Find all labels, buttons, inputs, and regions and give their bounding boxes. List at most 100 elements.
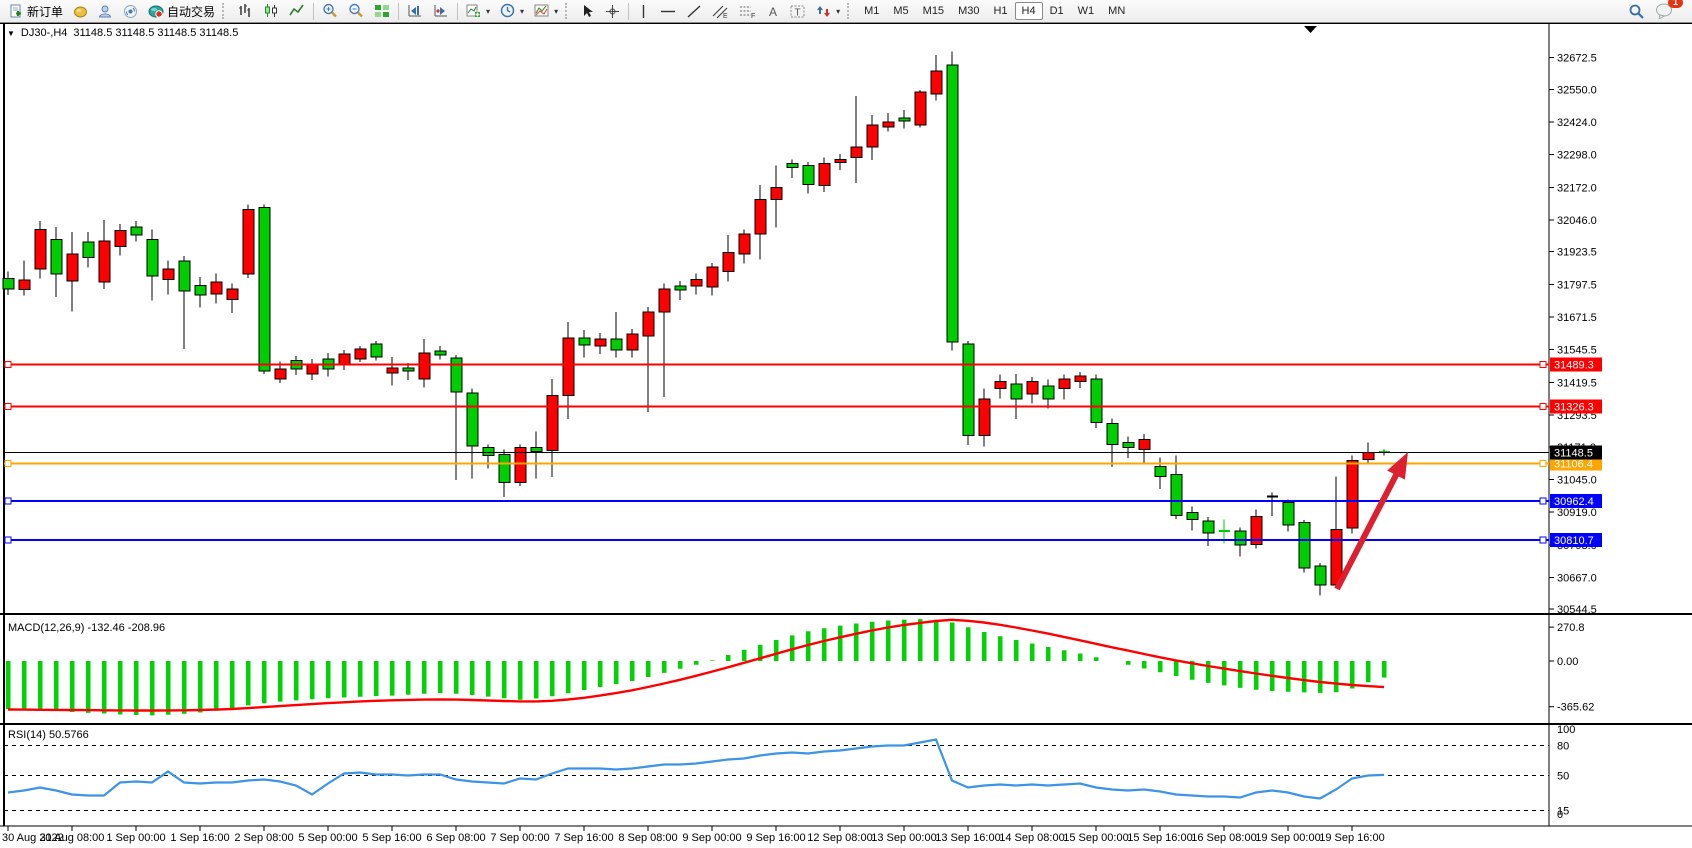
chart-menu-icon[interactable]: ▼ [7,28,15,38]
signals-button[interactable] [118,0,143,22]
cursor-button[interactable] [575,0,600,22]
svg-text:7 Sep 00:00: 7 Sep 00:00 [490,832,549,844]
svg-text:2 Sep 08:00: 2 Sep 08:00 [234,832,293,844]
hlines-layer: 31489.3 31326.3 31106.4 30962.4 30810.7 [4,357,1602,548]
svg-text:32298.0: 32298.0 [1557,150,1597,162]
svg-text:31419.5: 31419.5 [1557,377,1597,389]
rsi-axis: 100 80 50 150 [4,724,1575,821]
svg-text:31148.5: 31148.5 [1554,448,1593,460]
tab-h1[interactable]: H1 [993,5,1008,17]
svg-text:5 Sep 16:00: 5 Sep 16:00 [362,832,421,844]
svg-text:15 Sep 00:00: 15 Sep 00:00 [1063,832,1128,844]
profile-button[interactable] [93,0,118,22]
fibonacci-button[interactable]: F [734,0,761,22]
crosshair-button[interactable] [600,0,625,22]
autotrading-label: 自动交易 [167,4,216,19]
tab-m1[interactable]: M1 [864,5,880,17]
svg-text:30810.7: 30810.7 [1554,535,1594,547]
equidistant-channel-button[interactable]: E [707,0,734,22]
text-button[interactable]: A [761,0,785,22]
zoom-in-button[interactable] [317,0,343,22]
svg-text:50: 50 [1557,771,1569,783]
toolbar-separator [628,2,630,20]
svg-text:31545.5: 31545.5 [1557,345,1597,357]
metaquotes-icon [74,6,88,17]
dropdown-caret: ▾ [836,6,841,16]
line-chart-icon [289,4,304,16]
tab-w1[interactable]: W1 [1077,5,1095,17]
chat-bubble-icon [1656,3,1672,19]
horizontal-line-button[interactable] [655,0,681,22]
svg-text:31671.5: 31671.5 [1557,312,1597,324]
line-chart-button[interactable] [284,0,310,22]
dropdown-caret: ▾ [520,6,525,16]
arrows-icon [817,5,831,17]
svg-text:7 Sep 16:00: 7 Sep 16:00 [554,832,613,844]
svg-text:32550.0: 32550.0 [1557,84,1597,96]
zoom-out-icon [349,3,363,18]
auto-scroll-icon [434,5,448,17]
new-order-button[interactable]: 新订单 [4,0,68,22]
add-indicator-icon [466,4,481,17]
svg-text:1 Sep 16:00: 1 Sep 16:00 [170,832,229,844]
search-icon [1629,4,1644,19]
toolbar-separator [313,2,315,20]
candlestick-chart-button[interactable] [258,0,284,22]
candlestick-chart-icon [265,4,278,17]
scroll-to-end-button[interactable] [402,0,428,22]
svg-text:31923.5: 31923.5 [1557,247,1597,259]
svg-text:31489.3: 31489.3 [1554,359,1594,371]
bar-chart-icon [239,4,250,17]
new-order-label: 新订单 [27,4,64,19]
vertical-line-button[interactable] [632,0,655,22]
tab-mn[interactable]: MN [1108,5,1126,17]
tab-d1[interactable]: D1 [1049,5,1064,17]
svg-text:-365.62: -365.62 [1557,702,1594,714]
period-selector-button[interactable]: ▾ [495,0,529,22]
svg-text:13 Sep 16:00: 13 Sep 16:00 [935,832,1000,844]
svg-text:16 Sep 08:00: 16 Sep 08:00 [1191,832,1256,844]
tile-windows-icon [375,5,390,17]
svg-text:1 Sep 00:00: 1 Sep 00:00 [106,832,165,844]
svg-text:14 Sep 08:00: 14 Sep 08:00 [999,832,1064,844]
period-selector-icon [500,3,515,18]
tab-m15[interactable]: M15 [922,5,945,17]
zoom-in-icon [323,3,337,18]
autotrading-button[interactable]: 自动交易 [143,0,220,22]
text-label-button[interactable]: T [785,0,811,22]
svg-text:0: 0 [1557,809,1563,821]
svg-text:8 Sep 08:00: 8 Sep 08:00 [618,832,677,844]
text-icon: A [769,5,777,19]
tab-m30[interactable]: M30 [958,5,980,17]
svg-text:15: 15 [1557,806,1569,818]
dropdown-caret: ▾ [486,6,491,16]
svg-text:9 Sep 00:00: 9 Sep 00:00 [682,832,741,844]
tab-h4[interactable]: H4 [1014,2,1043,20]
scroll-to-end-icon [408,5,422,17]
tile-windows-button[interactable] [369,0,395,22]
candles-layer [2,51,1390,596]
svg-text:31326.3: 31326.3 [1554,402,1594,414]
notifications-button[interactable]: 1 [1650,0,1683,22]
svg-text:30544.5: 30544.5 [1557,604,1597,616]
bar-chart-button[interactable] [232,0,258,22]
toolbar-grip [565,3,571,19]
auto-scroll-button[interactable] [428,0,454,22]
trendline-button[interactable] [681,0,707,22]
toolbar-separator [457,2,459,20]
arrows-button[interactable]: ▾ [811,0,845,22]
macd-axis: 270.8 0.00 -365.62 [1549,622,1594,714]
svg-text:12 Sep 08:00: 12 Sep 08:00 [807,832,872,844]
tab-m5[interactable]: M5 [893,5,909,17]
svg-text:30962.4: 30962.4 [1554,496,1594,508]
search-button[interactable] [1623,0,1650,22]
svg-text:0.00: 0.00 [1557,656,1578,668]
metaquotes-button[interactable] [68,0,93,22]
cursor-icon [584,4,594,17]
zoom-out-button[interactable] [343,0,369,22]
add-indicator-button[interactable]: ▾ [461,0,495,22]
template-button[interactable]: ▾ [529,0,563,22]
